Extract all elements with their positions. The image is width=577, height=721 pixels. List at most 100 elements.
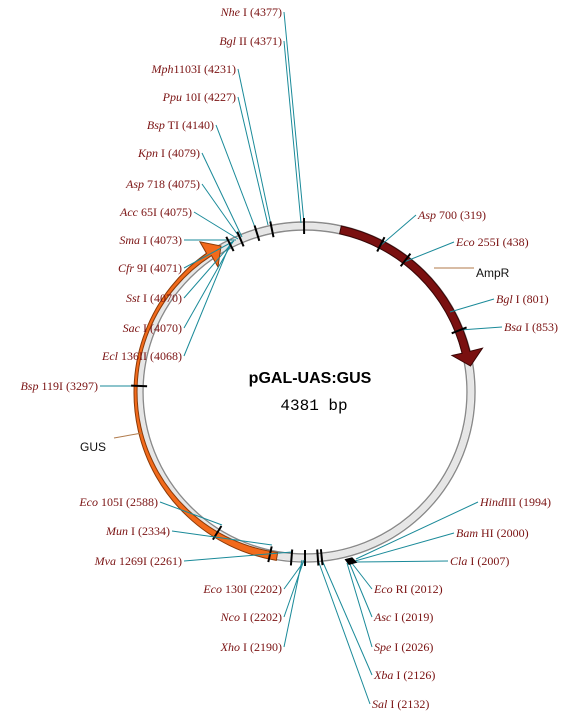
site-position: I (801) (513, 292, 549, 306)
site-position: III (1994) (504, 495, 551, 509)
site-enzyme: Eco (455, 235, 475, 249)
site-label: Eco 130I (2202) (202, 582, 282, 596)
site-label: Asp 718 (4075) (125, 177, 200, 191)
site-tick (225, 236, 235, 252)
site-leader (183, 551, 293, 562)
site-leader (283, 40, 302, 224)
site-leader (183, 241, 234, 299)
site-enzyme: Eco (202, 582, 222, 596)
site-tick (236, 231, 245, 247)
site-enzyme: Asp (125, 177, 144, 191)
site-leader (350, 561, 373, 590)
site-leader (183, 243, 231, 357)
site-position: 130I (2202) (222, 582, 282, 596)
site-enzyme: Eco (78, 495, 98, 509)
site-label: Sac I (4070) (123, 321, 182, 335)
site-enzyme: Acc (119, 205, 139, 219)
site-enzyme: Bam (456, 526, 478, 540)
site-enzyme: Kpn (137, 146, 158, 160)
site-leader (237, 68, 272, 226)
site-leader (159, 501, 223, 526)
site-label: Acc 65I (4075) (119, 205, 192, 219)
site-label: Spe I (2026) (374, 640, 433, 654)
site-label: Kpn I (4079) (137, 146, 200, 160)
site-label: Xho I (2190) (220, 640, 282, 654)
site-position: 105I (2588) (98, 495, 158, 509)
site-leader (283, 11, 305, 224)
site-position: I (4070) (140, 291, 182, 305)
site-enzyme: Bsp (20, 379, 38, 393)
site-position: 255I (438) (475, 235, 529, 249)
site-enzyme: Asp (417, 208, 436, 222)
site-label: Bam HI (2000) (456, 526, 529, 540)
plasmid-name: pGAL-UAS:GUS (249, 370, 372, 387)
site-enzyme: Sal (372, 697, 388, 711)
site-tick (131, 384, 148, 388)
site-position: I (4073) (140, 233, 182, 247)
site-enzyme: Sst (126, 291, 141, 305)
site-enzyme: Eco (373, 582, 393, 596)
site-position: I (2190) (240, 640, 282, 654)
site-label: Xba I (2126) (373, 668, 435, 682)
site-tick (319, 549, 324, 566)
site-label: Ppu 10I (4227) (162, 90, 236, 104)
site-label: Asp 700 (319) (417, 208, 486, 222)
site-leader (283, 559, 303, 648)
site-leader (346, 562, 373, 648)
site-leader (237, 96, 269, 226)
site-leader (193, 211, 239, 240)
site-enzyme: Ecl (101, 349, 119, 363)
restriction-sites: Nhe I (4377)Bgl II (4371)Mph1103I (4231)… (20, 5, 558, 711)
site-leader (348, 561, 373, 618)
site-position: 700 (319) (436, 208, 486, 222)
site-tick (289, 549, 294, 566)
site-label: Cla I (2007) (450, 554, 509, 568)
site-enzyme: Cfr (118, 261, 134, 275)
site-leader (171, 530, 273, 546)
site-leader (352, 560, 449, 563)
site-position: I (2007) (467, 554, 509, 568)
site-position: I (2132) (387, 697, 429, 711)
site-label: Sst I (4070) (126, 291, 182, 305)
site-position: 9I (4071) (134, 261, 182, 275)
site-enzyme: Asc (373, 610, 392, 624)
site-position: 718 (4075) (144, 177, 200, 191)
site-leader (379, 214, 417, 247)
site-leader (321, 559, 373, 676)
site-position: HI (2000) (478, 526, 529, 540)
site-leader (201, 152, 243, 238)
site-label: Cfr 9I (4071) (118, 261, 182, 275)
site-label: Eco 255I (438) (455, 235, 529, 249)
site-enzyme: Cla (450, 554, 467, 568)
site-leader (183, 242, 233, 329)
site-label: Sal I (2132) (372, 697, 429, 711)
site-tick (316, 549, 320, 566)
site-enzyme: Bgl (496, 292, 513, 306)
site-position: I (2126) (393, 668, 435, 682)
site-position: 119I (3297) (38, 379, 98, 393)
site-label: Bsp 119I (3297) (20, 379, 98, 393)
site-tick (451, 326, 467, 335)
site-enzyme: Nco (220, 610, 240, 624)
site-position: 65I (4075) (138, 205, 192, 219)
site-label: Bgl II (4371) (219, 34, 282, 48)
site-enzyme: Mun (105, 524, 128, 538)
site-leader (183, 240, 235, 269)
site-position: 10I (4227) (182, 90, 236, 104)
site-position: TI (4140) (165, 118, 214, 132)
site-enzyme: Hind (479, 495, 505, 509)
mcs-block (344, 557, 358, 565)
site-enzyme: Bgl (219, 34, 236, 48)
feature-label-ampr: AmpR (476, 266, 510, 280)
site-leader (355, 501, 479, 560)
site-position: II (4371) (236, 34, 282, 48)
plasmid-size: 4381 bp (280, 397, 347, 415)
site-position: I (2202) (240, 610, 282, 624)
site-enzyme: Bsa (504, 320, 522, 334)
site-enzyme: Bsp (147, 118, 165, 132)
site-position: I (2334) (128, 524, 170, 538)
site-enzyme: Spe (374, 640, 392, 654)
site-tick (269, 221, 275, 238)
site-label: Sma I (4073) (119, 233, 182, 247)
